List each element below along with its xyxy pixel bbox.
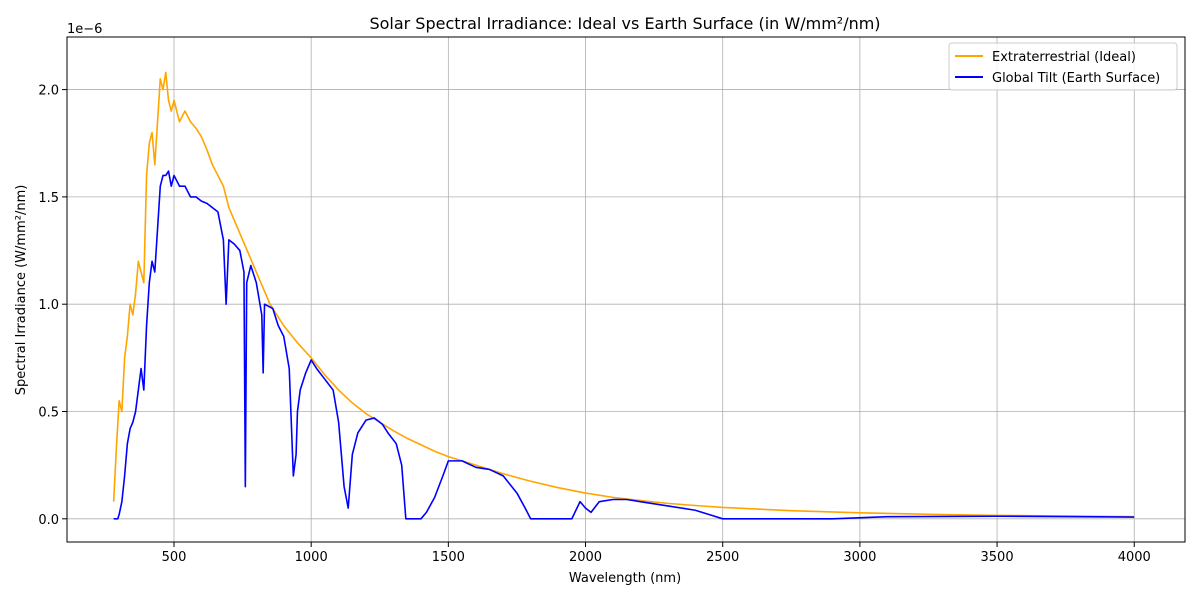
- y-tick-label: 1.5: [38, 191, 59, 206]
- y-axis-offset-label: 1e−6: [67, 22, 102, 37]
- x-tick-label: 1000: [295, 550, 328, 565]
- x-tick-label: 4000: [1118, 550, 1151, 565]
- y-tick-label: 0.5: [38, 406, 59, 421]
- x-tick-label: 3000: [843, 550, 876, 565]
- series-line-global-tilt: [113, 170, 1135, 520]
- legend-label-global-tilt: Global Tilt (Earth Surface): [992, 71, 1160, 86]
- series-layer: [112, 71, 1135, 520]
- y-axis-ticks: 0.0 0.5 1.0 1.5 2.0: [38, 84, 67, 528]
- x-tick-label: 2500: [706, 550, 739, 565]
- x-tick-label: 500: [162, 550, 187, 565]
- legend: Extraterrestrial (Ideal) Global Tilt (Ea…: [948, 42, 1178, 91]
- y-tick-label: 2.0: [38, 84, 59, 99]
- x-tick-label: 3500: [981, 550, 1014, 565]
- legend-box: [948, 42, 1178, 91]
- x-axis-label: Wavelength (nm): [569, 571, 681, 586]
- x-tick-label: 2000: [569, 550, 602, 565]
- series-line-extraterrestrial: [112, 71, 1135, 518]
- chart-title: Solar Spectral Irradiance: Ideal vs Eart…: [369, 14, 880, 33]
- x-axis-ticks: 500 1000 1500 2000 2500 3000 3500 4000: [162, 542, 1151, 565]
- x-tick-label: 1500: [432, 550, 465, 565]
- plot-area-frame: [66, 36, 1186, 543]
- y-tick-label: 0.0: [38, 513, 59, 528]
- legend-label-extraterrestrial: Extraterrestrial (Ideal): [992, 50, 1136, 65]
- y-tick-label: 1.0: [38, 298, 59, 313]
- y-axis-label: Spectral Irradiance (W/mm²/nm): [14, 185, 29, 396]
- grid-layer: [67, 37, 1185, 542]
